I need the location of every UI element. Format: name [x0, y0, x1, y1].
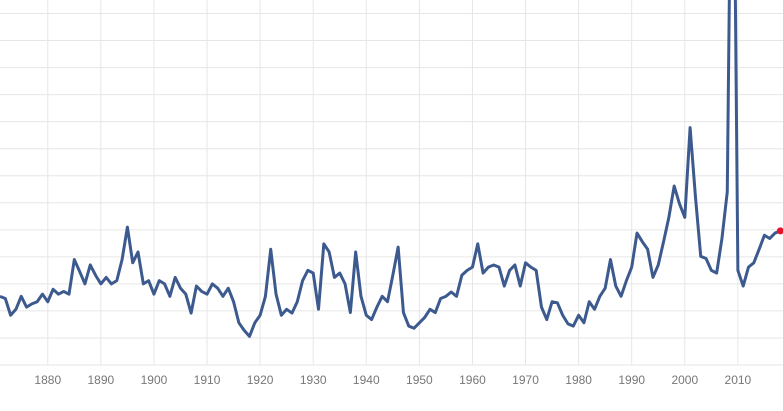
x-tick-label: 1930 — [300, 373, 327, 387]
x-tick-label: 1990 — [618, 373, 645, 387]
x-tick-label: 1900 — [141, 373, 168, 387]
data-line — [0, 0, 781, 338]
x-tick-label: 1890 — [88, 373, 115, 387]
x-tick-label: 2010 — [725, 373, 752, 387]
x-tick-label: 1960 — [459, 373, 486, 387]
x-tick-label: 1920 — [247, 373, 274, 387]
x-tick-label: 1970 — [512, 373, 539, 387]
x-tick-label: 1940 — [353, 373, 380, 387]
x-tick-label: 1980 — [565, 373, 592, 387]
x-tick-label: 1950 — [406, 373, 433, 387]
x-tick-label: 2000 — [671, 373, 698, 387]
x-tick-label: 1880 — [34, 373, 61, 387]
x-tick-label: 1910 — [194, 373, 221, 387]
last-point — [776, 227, 783, 235]
